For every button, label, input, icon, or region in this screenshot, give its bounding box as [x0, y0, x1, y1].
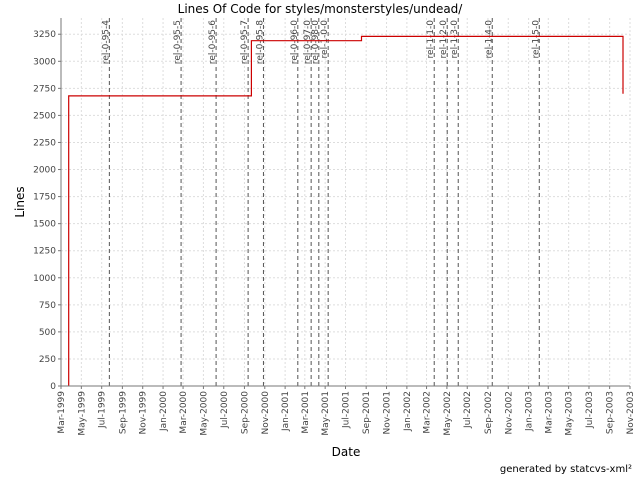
x-tick-label: Nov-2001 — [383, 391, 393, 434]
x-tick-label: Nov-2003 — [626, 391, 636, 434]
x-tick-label: Jul-2000 — [220, 391, 230, 429]
x-tick-label: Mar-2003 — [544, 391, 554, 434]
y-axis-label: Lines — [13, 186, 27, 217]
x-tick-label: May-1999 — [77, 391, 87, 436]
release-marker-label: rel-1-2-0 — [439, 20, 449, 59]
y-tick-label: 1500 — [33, 220, 56, 230]
y-ticks: 0 250 500 750 1000 1250 1500 1750 2000 2250 2500 27… — [33, 30, 61, 392]
loc-series-line — [68, 35, 624, 386]
release-marker-label: rel-1-1-0 — [426, 20, 436, 59]
y-tick-label: 1750 — [33, 193, 56, 203]
y-tick-label: 2250 — [33, 138, 56, 148]
x-tick-label: Jan-2002 — [403, 391, 413, 432]
release-marker-label: rel-0-95-8 — [255, 20, 265, 64]
x-tick-label: Mar-1999 — [57, 391, 67, 434]
x-tick-label: May-2002 — [443, 391, 453, 436]
y-tick-label: 1000 — [33, 274, 56, 284]
release-marker-label: rel-1-5-0 — [531, 20, 541, 59]
x-tick-label: Jan-2000 — [159, 391, 169, 432]
y-tick-label: 2000 — [33, 166, 56, 176]
x-tick-label: Jul-2001 — [342, 391, 352, 429]
x-tick-label: Sep-2001 — [362, 391, 372, 434]
x-tick-label: Sep-2000 — [240, 391, 250, 434]
y-tick-label: 3000 — [33, 57, 56, 67]
release-marker-label: rel-1-4-0 — [484, 20, 494, 59]
x-tick-label: Nov-1999 — [139, 391, 149, 435]
x-tick-label: Sep-2002 — [484, 391, 494, 434]
y-tick-label: 1250 — [33, 247, 56, 257]
y-tick-label: 0 — [50, 382, 56, 392]
x-tick-label: May-2000 — [199, 391, 209, 436]
x-tick-label: Sep-1999 — [118, 391, 128, 434]
release-marker-label: rel-1-3-0 — [450, 20, 460, 59]
x-tick-label: May-2003 — [565, 391, 575, 436]
x-tick-label: May-2001 — [321, 391, 331, 436]
x-axis-label: Date — [332, 445, 361, 459]
release-marker-label: rel-0-97-0 — [303, 20, 313, 64]
y-tick-label: 750 — [39, 301, 56, 311]
y-tick-label: 250 — [39, 355, 56, 365]
x-tick-label: Jul-1999 — [98, 391, 108, 429]
release-marker-label: rel-0-95-6 — [208, 20, 218, 64]
release-marker-label: rel-0-95-4 — [101, 20, 111, 64]
x-tick-label: Nov-2000 — [261, 391, 271, 435]
x-tick-label: Mar-2001 — [301, 391, 311, 434]
x-ticks: Mar-1999 May-1999 Jul-1999 Sep-1999 Nov-1999… — [57, 386, 636, 436]
annotations: rel-0-95-4 rel-0-95-5 rel-0-95-6 rel-0-95-7… — [101, 18, 541, 386]
release-marker-label: rel-0-98-0 — [311, 20, 321, 64]
x-tick-label: Jul-2002 — [463, 391, 473, 429]
y-tick-label: 500 — [39, 328, 56, 338]
x-tick-label: Jul-2003 — [585, 391, 595, 429]
grid — [60, 18, 631, 387]
y-tick-label: 2750 — [33, 84, 56, 94]
release-marker-label: rel-0-95-7 — [240, 20, 250, 64]
chart-title: Lines Of Code for styles/monsterstyles/u… — [178, 2, 464, 16]
x-tick-label: Mar-2002 — [423, 391, 433, 434]
x-tick-label: Sep-2003 — [606, 391, 616, 434]
release-marker-label: rel-1-0-0 — [320, 20, 330, 59]
y-tick-label: 2500 — [33, 111, 56, 121]
x-tick-label: Jan-2001 — [281, 391, 291, 432]
x-tick-label: Nov-2002 — [504, 391, 514, 434]
release-marker-label: rel-0-96-0 — [290, 20, 300, 64]
x-tick-label: Jan-2003 — [525, 391, 535, 432]
release-marker-label: rel-0-95-5 — [173, 20, 183, 64]
y-tick-label: 3250 — [33, 30, 56, 40]
series-layer — [68, 35, 624, 386]
credit-text: generated by statcvs-xml² — [499, 464, 632, 475]
x-tick-label: Mar-2000 — [179, 391, 189, 434]
